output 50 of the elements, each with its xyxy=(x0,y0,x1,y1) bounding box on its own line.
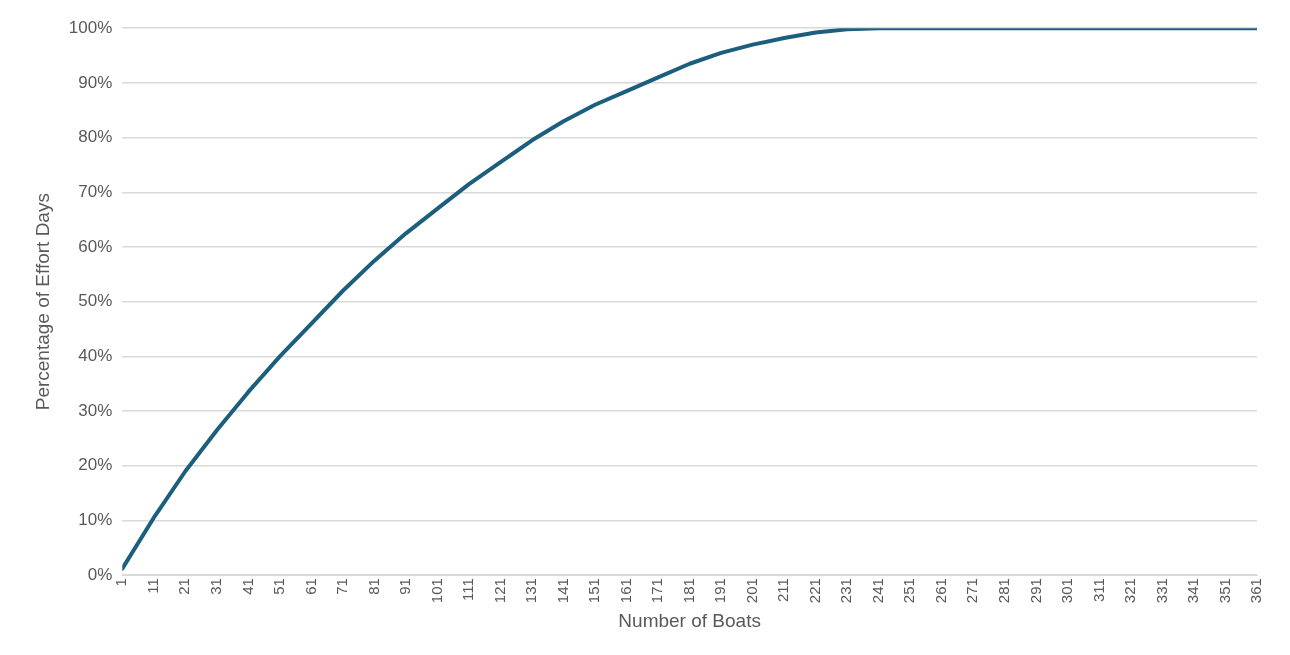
x-tick-label: 351 xyxy=(1215,578,1233,604)
y-tick-label: 0% xyxy=(87,564,113,584)
x-tick-label: 21 xyxy=(175,578,193,595)
x-tick-label: 201 xyxy=(742,578,760,604)
x-tick-label: 41 xyxy=(238,578,256,595)
y-tick-label: 60% xyxy=(78,236,113,256)
x-tick-label: 241 xyxy=(868,578,886,604)
x-tick-label: 211 xyxy=(774,578,792,603)
y-tick-label: 20% xyxy=(78,455,113,475)
y-tick-label: 80% xyxy=(78,127,113,147)
y-tick-label: 100% xyxy=(68,17,113,37)
x-tick-label: 331 xyxy=(1152,578,1170,604)
x-tick-label: 31 xyxy=(206,578,224,595)
x-tick-label: 61 xyxy=(301,578,319,595)
x-tick-label: 101 xyxy=(427,578,445,604)
x-tick-label: 51 xyxy=(270,578,288,595)
y-tick-label: 50% xyxy=(78,291,113,311)
x-tick-label: 161 xyxy=(616,578,634,604)
x-tick-label: 231 xyxy=(837,578,855,604)
x-tick-label: 191 xyxy=(711,578,729,604)
x-tick-label: 251 xyxy=(900,578,918,604)
x-tick-label: 341 xyxy=(1184,578,1202,604)
x-tick-label: 361 xyxy=(1247,578,1265,604)
x-tick-label: 111 xyxy=(459,578,477,601)
y-tick-label: 90% xyxy=(78,72,113,92)
x-tick-label: 181 xyxy=(679,578,697,604)
x-tick-label: 281 xyxy=(994,578,1012,604)
x-tick-label: 131 xyxy=(522,578,540,604)
x-tick-label: 311 xyxy=(1089,578,1107,603)
x-tick-label: 271 xyxy=(963,578,981,604)
x-tick-label: 71 xyxy=(333,578,351,595)
x-tick-label: 301 xyxy=(1058,578,1076,604)
x-tick-label: 91 xyxy=(396,578,414,595)
x-tick-label: 221 xyxy=(805,578,823,604)
x-tick-label: 1 xyxy=(112,578,130,587)
x-tick-label: 121 xyxy=(490,578,508,604)
y-tick-label: 10% xyxy=(78,510,113,530)
x-tick-label: 321 xyxy=(1121,578,1139,604)
x-axis-title: Number of Boats xyxy=(618,609,761,631)
x-tick-label: 11 xyxy=(143,578,161,594)
x-tick-label: 171 xyxy=(648,578,666,604)
x-tick-label: 81 xyxy=(364,578,382,595)
x-tick-label: 261 xyxy=(931,578,949,604)
y-tick-label: 40% xyxy=(78,346,113,366)
y-axis-title: Percentage of Effort Days xyxy=(31,193,53,411)
y-tick-label: 30% xyxy=(78,400,113,420)
x-tick-label: 291 xyxy=(1026,578,1044,604)
y-tick-label: 70% xyxy=(78,181,113,201)
x-tick-label: 151 xyxy=(585,578,603,604)
x-tick-label: 141 xyxy=(553,578,571,604)
